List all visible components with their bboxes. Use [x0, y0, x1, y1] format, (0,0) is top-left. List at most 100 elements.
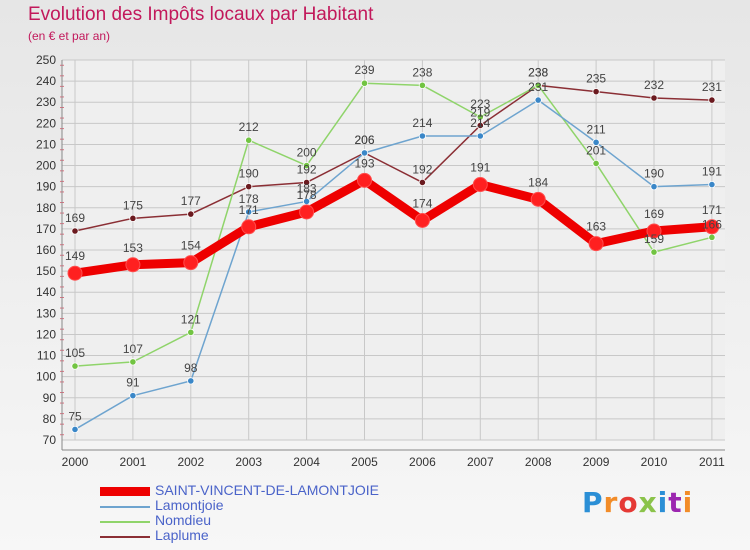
series-point-3 [708, 96, 716, 104]
x-tick-label: 2011 [699, 455, 725, 469]
data-label-1: 211 [587, 122, 606, 136]
legend-swatch [100, 535, 150, 538]
series-point-2 [187, 328, 195, 336]
series-point-1 [187, 377, 195, 385]
data-label-1: 191 [702, 165, 722, 179]
series-point-2 [708, 233, 716, 241]
series-line-2 [74, 82, 713, 367]
data-label-1: 206 [354, 133, 374, 147]
logo-letter: i [682, 486, 694, 519]
series-point-2 [360, 79, 369, 87]
data-label-0: 163 [586, 220, 606, 234]
series-point-3 [71, 227, 79, 235]
x-tick-label: 2003 [235, 455, 262, 469]
legend-label: Lamontjoie [155, 497, 224, 513]
data-label-3: 206 [354, 133, 374, 147]
data-label-0: 184 [528, 175, 548, 189]
x-tick-label: 2000 [62, 455, 89, 469]
series-point-1 [129, 392, 137, 400]
x-tick-label: 2007 [467, 455, 494, 469]
logo-letter: r [603, 486, 619, 519]
y-tick-label: 180 [36, 201, 56, 215]
y-tick-label: 110 [37, 349, 56, 363]
x-tick-label: 2006 [409, 455, 436, 469]
series-point-0 [704, 219, 720, 235]
data-label-2: 121 [181, 312, 201, 326]
data-label-1: 214 [470, 116, 490, 130]
legend-label: Nomdieu [155, 512, 212, 528]
series-point-1 [476, 132, 484, 140]
logo-letter: o [618, 486, 639, 519]
series-point-3 [302, 178, 311, 187]
series-point-1 [245, 208, 253, 216]
series-point-0 [241, 219, 257, 235]
x-tick-label: 2008 [525, 455, 552, 469]
series-layer [67, 79, 720, 434]
series-point-2 [418, 81, 426, 89]
series-point-2 [245, 136, 253, 144]
data-label-1: 91 [126, 376, 140, 390]
data-label-0: 171 [239, 203, 259, 217]
series-point-1 [418, 132, 426, 140]
legend-swatch [100, 520, 150, 523]
series-line-0 [70, 175, 717, 278]
series-point-3 [476, 121, 484, 130]
data-label-1: 98 [184, 361, 198, 375]
y-tick-label: 100 [36, 370, 56, 384]
data-label-0: 174 [412, 196, 432, 210]
data-label-2: 201 [586, 143, 606, 157]
series-point-1 [708, 180, 716, 189]
series-point-1 [534, 96, 542, 104]
series-point-0 [299, 204, 315, 220]
series-point-1 [360, 149, 369, 157]
series-point-2 [592, 159, 600, 168]
data-label-3: 192 [412, 162, 432, 176]
series-point-2 [650, 248, 658, 256]
data-label-2: 107 [123, 342, 143, 356]
logo-letter: i [657, 486, 669, 519]
series-point-0 [125, 257, 141, 273]
series-point-2 [302, 161, 311, 170]
series-point-0 [472, 177, 488, 193]
data-label-0: 171 [702, 203, 722, 217]
line-chart: 7080901001101201301401501601701801902002… [36, 53, 725, 469]
data-label-1: 183 [297, 181, 317, 195]
series-point-2 [129, 358, 137, 366]
series-point-2 [534, 81, 542, 89]
series-point-0 [357, 172, 372, 188]
data-label-1: 190 [644, 167, 664, 181]
chart-subtitle: (en € et par an) [28, 29, 111, 43]
data-label-0: 193 [354, 156, 374, 170]
data-label-3: 177 [181, 194, 201, 208]
y-tick-label: 120 [36, 327, 56, 341]
logo-letter: x [638, 486, 658, 519]
y-tick-label: 80 [43, 412, 57, 426]
legend-swatch [100, 505, 150, 508]
chart-title: Evolution des Impôts locaux par Habitant [28, 4, 374, 25]
x-tick-label: 2001 [120, 455, 147, 469]
data-label-3: 219 [470, 105, 490, 119]
logo-letter: P [582, 486, 604, 519]
data-label-0: 149 [65, 249, 85, 263]
series-point-0 [414, 212, 430, 228]
data-label-3: 238 [528, 65, 548, 79]
y-tick-label: 210 [36, 137, 56, 151]
data-label-2: 239 [354, 63, 374, 77]
series-line-1 [74, 99, 713, 431]
series-point-0 [67, 265, 83, 281]
data-label-3: 175 [123, 198, 143, 212]
proxiti-logo: Proxiti [582, 486, 693, 519]
data-label-1: 75 [68, 409, 82, 423]
series-point-1 [592, 138, 600, 146]
data-label-3: 231 [702, 80, 722, 94]
y-tick-label: 240 [36, 74, 56, 88]
grid-lines [62, 59, 725, 441]
data-label-2: 212 [239, 120, 259, 134]
x-tick-label: 2009 [583, 455, 610, 469]
axes: 7080901001101201301401501601701801902002… [36, 53, 725, 469]
y-tick-label: 200 [36, 159, 56, 173]
data-label-1: 231 [528, 80, 548, 94]
series-point-3 [245, 183, 253, 191]
x-tick-label: 2010 [641, 455, 668, 469]
y-tick-label: 220 [36, 116, 56, 130]
